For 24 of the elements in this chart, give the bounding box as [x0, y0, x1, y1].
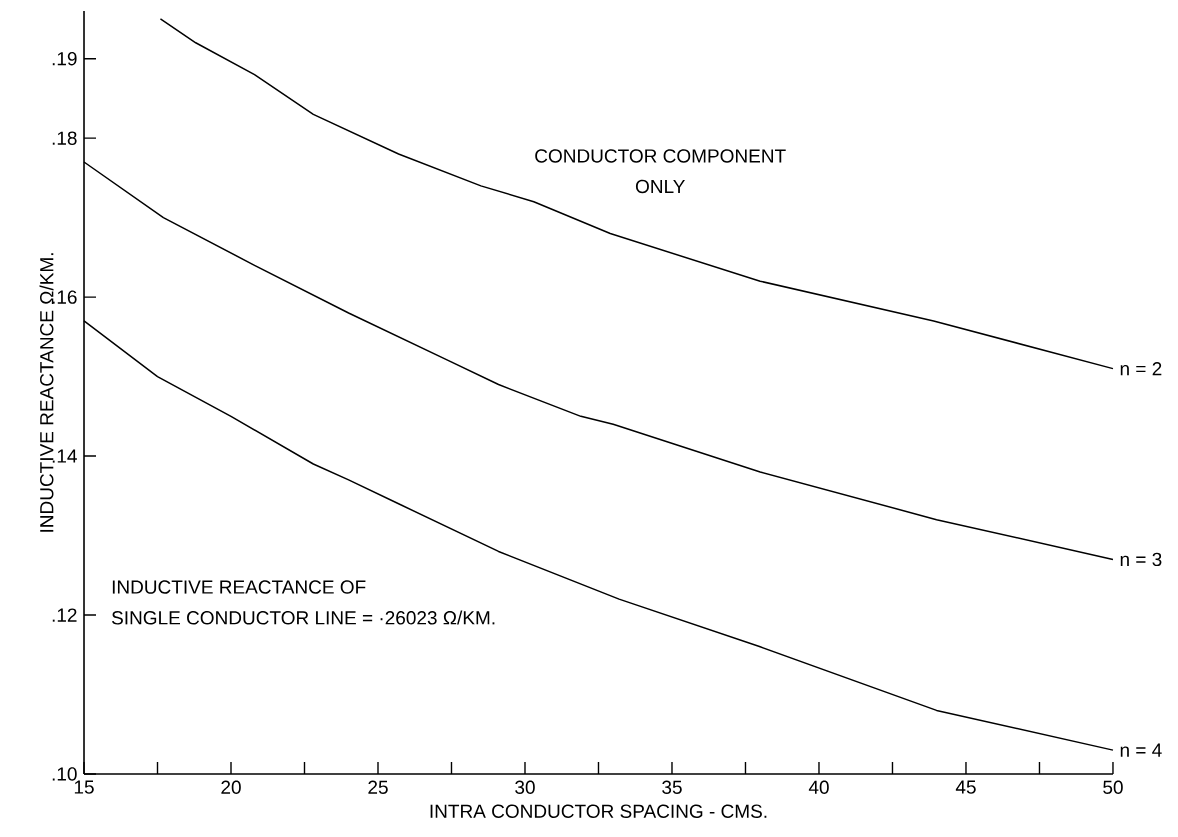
x-tick-label: 45	[955, 780, 976, 794]
x-tick-label: 25	[368, 780, 388, 794]
x-tick-label: 20	[221, 780, 241, 794]
y-tick-label: .18	[52, 131, 77, 145]
x-tick-label: 30	[515, 780, 535, 794]
series-label: n = 2	[1120, 362, 1162, 376]
x-tick-label: 40	[808, 780, 829, 794]
y-tick-label: .16	[52, 290, 77, 304]
y-tick-label: .10	[52, 767, 77, 781]
annotation: ONLY	[635, 179, 685, 194]
y-axis-title: INDUCTIVE REACTANCE Ω/KM.	[39, 253, 54, 532]
series-label: n = 4	[1120, 743, 1162, 757]
x-tick-label: 15	[74, 780, 94, 794]
x-tick-label: 50	[1103, 780, 1123, 794]
x-tick-label: 35	[662, 780, 682, 794]
annotation: CONDUCTOR COMPONENT	[535, 149, 786, 163]
annotation: INDUCTIVE REACTANCE OF	[112, 580, 366, 594]
series-label: n = 3	[1120, 552, 1162, 567]
y-tick-label: .14	[52, 449, 77, 463]
x-axis-title: INTRA CONDUCTOR SPACING - CMS.	[430, 804, 767, 818]
y-tick-label: .12	[52, 608, 77, 622]
annotation: SINGLE CONDUCTOR LINE = ·26023 Ω/KM.	[111, 610, 495, 625]
line-series	[159, 18, 1114, 370]
y-tick-label: .19	[52, 51, 77, 66]
